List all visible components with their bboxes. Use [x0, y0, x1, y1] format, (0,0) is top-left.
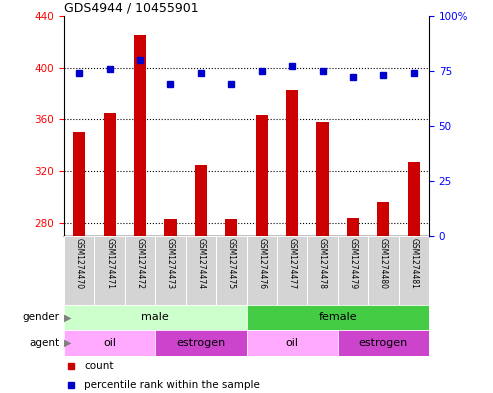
Text: percentile rank within the sample: percentile rank within the sample [84, 380, 260, 390]
Text: count: count [84, 361, 114, 371]
Text: GSM1274475: GSM1274475 [227, 238, 236, 289]
Bar [155, 330, 246, 356]
Text: ▶: ▶ [64, 312, 71, 322]
Bar [256, 116, 268, 236]
Bar [64, 330, 155, 356]
Bar [64, 236, 95, 305]
Text: agent: agent [29, 338, 59, 348]
Text: GSM1274478: GSM1274478 [318, 238, 327, 289]
Text: GSM1274471: GSM1274471 [105, 238, 114, 289]
Bar [186, 236, 216, 305]
Text: estrogen: estrogen [176, 338, 225, 348]
Bar [225, 219, 238, 236]
Bar [368, 236, 398, 305]
Bar [195, 165, 207, 236]
Text: GSM1274470: GSM1274470 [75, 238, 84, 289]
Bar [73, 132, 85, 236]
Bar [277, 236, 307, 305]
Bar [347, 218, 359, 236]
Bar [286, 90, 298, 236]
Bar [64, 305, 246, 330]
Bar [307, 236, 338, 305]
Text: GDS4944 / 10455901: GDS4944 / 10455901 [64, 2, 199, 15]
Text: GSM1274472: GSM1274472 [136, 238, 144, 289]
Text: GSM1274481: GSM1274481 [409, 238, 418, 289]
Bar [408, 162, 420, 236]
Bar [398, 236, 429, 305]
Bar [338, 236, 368, 305]
Bar [95, 236, 125, 305]
Text: GSM1274474: GSM1274474 [196, 238, 206, 289]
Text: ▶: ▶ [64, 338, 71, 348]
Text: oil: oil [285, 338, 299, 348]
Text: estrogen: estrogen [359, 338, 408, 348]
Bar [246, 236, 277, 305]
Text: GSM1274476: GSM1274476 [257, 238, 266, 289]
Bar [155, 236, 186, 305]
Bar [165, 219, 176, 236]
Text: male: male [141, 312, 169, 322]
Text: gender: gender [22, 312, 59, 322]
Text: oil: oil [103, 338, 116, 348]
Text: GSM1274477: GSM1274477 [287, 238, 297, 289]
Bar [246, 305, 429, 330]
Bar [104, 113, 116, 236]
Bar [216, 236, 246, 305]
Bar [317, 122, 329, 236]
Bar [377, 202, 389, 236]
Bar [134, 35, 146, 236]
Text: female: female [318, 312, 357, 322]
Bar [125, 236, 155, 305]
Bar [246, 330, 338, 356]
Bar [338, 330, 429, 356]
Text: GSM1274479: GSM1274479 [349, 238, 357, 289]
Text: GSM1274473: GSM1274473 [166, 238, 175, 289]
Text: GSM1274480: GSM1274480 [379, 238, 388, 289]
